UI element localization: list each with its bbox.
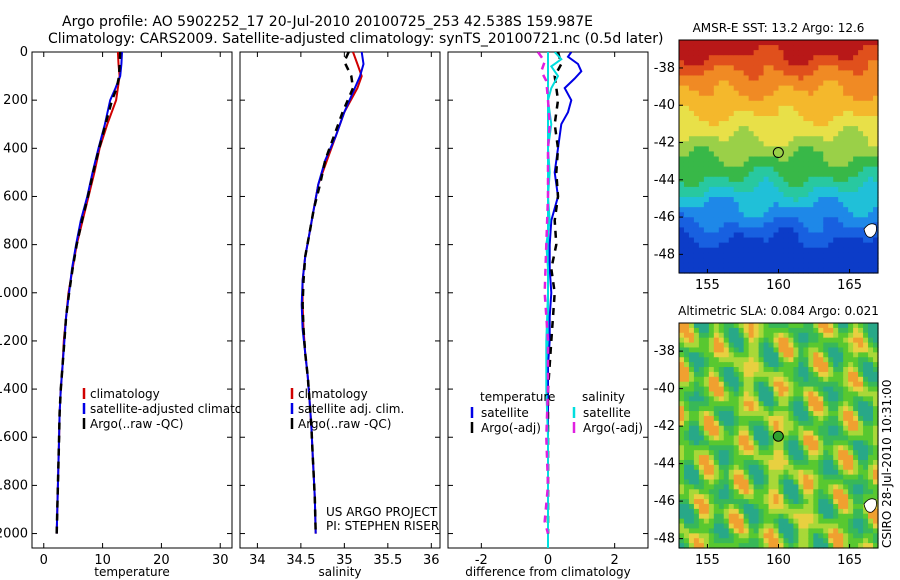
x-tick-label: 20 <box>153 553 170 568</box>
x-tick-label: 10 <box>94 553 111 568</box>
x-tick-label: 0 <box>40 553 48 568</box>
coastline-shape <box>863 223 877 238</box>
x-axis-label: difference from climatology <box>465 565 631 579</box>
legend-label: satellite adj. clim. <box>298 402 404 416</box>
map-y-tick-label: -42 <box>654 136 675 151</box>
legend-label: climatology <box>90 387 160 401</box>
y-tick-label: 1400 <box>0 382 28 397</box>
x-tick-label: 35.5 <box>373 553 402 568</box>
series-group <box>55 52 123 534</box>
x-tick-label: 35 <box>336 553 353 568</box>
x-tick-label: 2 <box>611 553 619 568</box>
legend-heading: temperature <box>480 390 555 404</box>
map-y-tick-label: -40 <box>654 98 675 113</box>
x-tick-label: 0 <box>544 553 552 568</box>
map-y-tick-label: -44 <box>654 457 675 472</box>
y-tick-label: 2000 <box>0 527 28 542</box>
map-y-tick-label: -46 <box>654 494 675 509</box>
legend-label: satellite <box>583 406 631 420</box>
axes-frame <box>239 51 441 549</box>
x-tick-label: 34.5 <box>286 553 315 568</box>
map-y-tick-label: -42 <box>654 419 675 434</box>
map-raster <box>679 40 879 274</box>
series-line-temperature-satellite <box>547 52 583 534</box>
panel-temperature: 0 10 20 30 0 200 400 600 800 1000 1200 1400 1600 1800… <box>0 45 268 579</box>
figure-title-line1: Argo profile: AO 5902252_17 20-Jul-2010 … <box>62 14 593 30</box>
map-y-tick-label: -38 <box>654 344 675 359</box>
argo-location-marker <box>772 430 784 442</box>
series-line-salinity-argo-adj- <box>536 52 551 534</box>
figure-title-line2: Climatology: CARS2009. Satellite-adjuste… <box>48 31 663 47</box>
y-tick-label: 1600 <box>0 430 28 445</box>
x-tick-label: 30 <box>212 553 229 568</box>
map-y-tick-label: -38 <box>654 61 675 76</box>
y-tick-label: 400 <box>3 141 28 156</box>
map-title: AMSR-E SST: 13.2 Argo: 12.6 <box>693 21 865 35</box>
y-tick-label: 200 <box>3 93 28 108</box>
y-tick-label: 1200 <box>0 334 28 349</box>
legend-heading: salinity <box>582 390 625 404</box>
legend-label: satellite-adjusted climatology <box>90 402 268 416</box>
map-x-tick-label: 165 <box>837 278 862 293</box>
profile-panels: 0102030020040060080010001200140016001800… <box>0 45 649 579</box>
panel-salinity: 34 34.5 35 35.5 36 salinity climatologysatelli… <box>239 51 441 579</box>
argo-location-marker <box>772 147 784 159</box>
map-x-tick-label: 165 <box>837 553 862 568</box>
legend-label: Argo(-adj) <box>481 421 541 435</box>
project-label: US ARGO PROJECT <box>326 505 438 519</box>
y-tick-label: 1000 <box>0 286 28 301</box>
x-tick-label: -2 <box>475 553 488 568</box>
y-tick-label: 800 <box>3 238 28 253</box>
y-tick-label: 1800 <box>0 478 28 493</box>
coastline-shape <box>863 498 877 513</box>
map-x-tick-label: 160 <box>766 278 791 293</box>
axes-frame <box>31 51 233 549</box>
map-sla: Altimetric SLA: 0.084 Argo: 0.021 155 160 1… <box>654 304 879 568</box>
x-tick-label: 36 <box>423 553 440 568</box>
map-y-tick-label: -48 <box>654 532 675 547</box>
map-raster <box>679 323 879 549</box>
x-axis-label: salinity <box>318 565 361 579</box>
legend-label: Argo(-adj) <box>583 421 643 435</box>
legend-label: satellite <box>481 406 529 420</box>
legend-label: Argo(..raw -QC) <box>90 417 183 431</box>
map-x-tick-label: 155 <box>695 278 720 293</box>
y-tick-label: 600 <box>3 189 28 204</box>
y-tick-label: 0 <box>20 45 28 60</box>
map-title: Altimetric SLA: 0.084 Argo: 0.021 <box>678 304 879 318</box>
series-line-argo-raw-qc- <box>301 52 355 534</box>
map-y-tick-label: -48 <box>654 247 675 262</box>
credit-label: CSIRO 28-Jul-2010 10:31:00 <box>880 380 894 548</box>
series-group <box>536 52 583 534</box>
map-x-tick-label: 155 <box>695 553 720 568</box>
x-tick-label: 34 <box>249 553 266 568</box>
x-axis-label: temperature <box>94 565 169 579</box>
map-y-tick-label: -40 <box>654 382 675 397</box>
map-y-tick-label: -46 <box>654 210 675 225</box>
pi-label: PI: STEPHEN RISER <box>326 519 439 533</box>
legend-label: Argo(..raw -QC) <box>298 417 391 431</box>
series-line-argo-raw-qc- <box>55 52 122 534</box>
series-group <box>300 52 365 534</box>
map-y-tick-label: -44 <box>654 173 675 188</box>
legend-label: climatology <box>298 387 368 401</box>
map-x-tick-label: 160 <box>766 553 791 568</box>
map-panels: AMSR-E SST: 13.2 Argo: 12.6 155 160 165 -38 -… <box>654 21 879 568</box>
map-sst: AMSR-E SST: 13.2 Argo: 12.6 155 160 165 -38 -… <box>654 21 879 293</box>
